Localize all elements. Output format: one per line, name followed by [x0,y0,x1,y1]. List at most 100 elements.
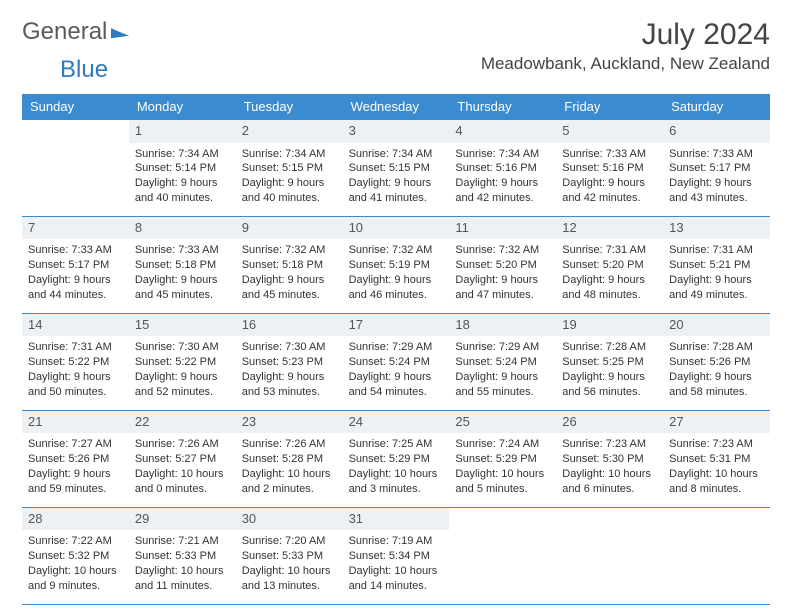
day-number: 10 [343,217,450,240]
day-cell: 10 Sunrise: 7:32 AM Sunset: 5:19 PM Dayli… [343,217,450,313]
day-cell: 15 Sunrise: 7:30 AM Sunset: 5:22 PM Dayli… [129,314,236,410]
day-details: Sunrise: 7:28 AM Sunset: 5:26 PM Dayligh… [669,340,764,399]
day-details: Sunrise: 7:31 AM Sunset: 5:21 PM Dayligh… [669,243,764,302]
dow-cell: Wednesday [343,94,450,120]
day-details: Sunrise: 7:31 AM Sunset: 5:20 PM Dayligh… [562,243,657,302]
day-cell: 12 Sunrise: 7:31 AM Sunset: 5:20 PM Dayli… [556,217,663,313]
day-details: Sunrise: 7:22 AM Sunset: 5:32 PM Dayligh… [28,534,123,593]
day-cell [449,508,556,604]
day-number: 26 [556,411,663,434]
day-details: Sunrise: 7:34 AM Sunset: 5:14 PM Dayligh… [135,147,230,206]
day-number: 13 [663,217,770,240]
day-number: 11 [449,217,556,240]
dow-cell: Monday [129,94,236,120]
day-cell: 22 Sunrise: 7:26 AM Sunset: 5:27 PM Dayli… [129,411,236,507]
day-details: Sunrise: 7:33 AM Sunset: 5:18 PM Dayligh… [135,243,230,302]
day-details: Sunrise: 7:19 AM Sunset: 5:34 PM Dayligh… [349,534,444,593]
day-details: Sunrise: 7:24 AM Sunset: 5:29 PM Dayligh… [455,437,550,496]
day-details: Sunrise: 7:30 AM Sunset: 5:22 PM Dayligh… [135,340,230,399]
day-cell: 5 Sunrise: 7:33 AM Sunset: 5:16 PM Daylig… [556,120,663,216]
dow-header-row: SundayMondayTuesdayWednesdayThursdayFrid… [22,94,770,120]
title-block: July 2024 Meadowbank, Auckland, New Zeal… [481,18,770,74]
day-cell: 4Sunrise: 7:34 AM Sunset: 5:16 PM Daylig… [449,120,556,216]
day-number: 2 [236,120,343,143]
day-details: Sunrise: 7:26 AM Sunset: 5:27 PM Dayligh… [135,437,230,496]
day-number: 22 [129,411,236,434]
day-cell: 11 Sunrise: 7:32 AM Sunset: 5:20 PM Dayli… [449,217,556,313]
day-cell: 20 Sunrise: 7:28 AM Sunset: 5:26 PM Dayli… [663,314,770,410]
day-cell: 30Sunrise: 7:20 AM Sunset: 5:33 PM Dayli… [236,508,343,604]
day-details: Sunrise: 7:23 AM Sunset: 5:31 PM Dayligh… [669,437,764,496]
day-details: Sunrise: 7:32 AM Sunset: 5:20 PM Dayligh… [455,243,550,302]
day-details: Sunrise: 7:25 AM Sunset: 5:29 PM Dayligh… [349,437,444,496]
day-cell: 23 Sunrise: 7:26 AM Sunset: 5:28 PM Dayli… [236,411,343,507]
day-number: 9 [236,217,343,240]
day-cell: 9 Sunrise: 7:32 AM Sunset: 5:18 PM Daylig… [236,217,343,313]
week-row: 21 Sunrise: 7:27 AM Sunset: 5:26 PM Dayli… [22,411,770,508]
day-number: 24 [343,411,450,434]
day-number: 15 [129,314,236,337]
day-number: 25 [449,411,556,434]
day-number: 23 [236,411,343,434]
day-number: 4 [449,120,556,143]
day-number: 19 [556,314,663,337]
day-cell [22,120,129,216]
day-cell: 21 Sunrise: 7:27 AM Sunset: 5:26 PM Dayli… [22,411,129,507]
day-cell: 13 Sunrise: 7:31 AM Sunset: 5:21 PM Dayli… [663,217,770,313]
day-number: 30 [236,508,343,531]
day-number: 20 [663,314,770,337]
day-number: 28 [22,508,129,531]
day-cell: 28 Sunrise: 7:22 AM Sunset: 5:32 PM Dayli… [22,508,129,604]
week-row: 1Sunrise: 7:34 AM Sunset: 5:14 PM Daylig… [22,120,770,217]
day-cell: 1Sunrise: 7:34 AM Sunset: 5:14 PM Daylig… [129,120,236,216]
day-cell [556,508,663,604]
day-cell: 7Sunrise: 7:33 AM Sunset: 5:17 PM Daylig… [22,217,129,313]
day-details: Sunrise: 7:34 AM Sunset: 5:15 PM Dayligh… [349,147,444,206]
day-number: 31 [343,508,450,531]
day-details: Sunrise: 7:33 AM Sunset: 5:17 PM Dayligh… [669,147,764,206]
day-number: 8 [129,217,236,240]
day-number: 29 [129,508,236,531]
day-details: Sunrise: 7:27 AM Sunset: 5:26 PM Dayligh… [28,437,123,496]
day-details: Sunrise: 7:32 AM Sunset: 5:19 PM Dayligh… [349,243,444,302]
day-details: Sunrise: 7:30 AM Sunset: 5:23 PM Dayligh… [242,340,337,399]
day-number: 17 [343,314,450,337]
dow-cell: Saturday [663,94,770,120]
day-details: Sunrise: 7:29 AM Sunset: 5:24 PM Dayligh… [349,340,444,399]
day-number: 6 [663,120,770,143]
sail-icon [111,26,129,39]
brand-logo: General [22,18,131,46]
day-number: 14 [22,314,129,337]
day-number: 16 [236,314,343,337]
day-cell: 6 Sunrise: 7:33 AM Sunset: 5:17 PM Daylig… [663,120,770,216]
day-cell: 26 Sunrise: 7:23 AM Sunset: 5:30 PM Dayli… [556,411,663,507]
brand-part2: Blue [60,56,108,83]
month-title: July 2024 [481,18,770,52]
day-number: 21 [22,411,129,434]
calendar: SundayMondayTuesdayWednesdayThursdayFrid… [22,94,770,605]
day-details: Sunrise: 7:26 AM Sunset: 5:28 PM Dayligh… [242,437,337,496]
day-details: Sunrise: 7:32 AM Sunset: 5:18 PM Dayligh… [242,243,337,302]
day-cell: 19 Sunrise: 7:28 AM Sunset: 5:25 PM Dayli… [556,314,663,410]
day-number: 18 [449,314,556,337]
day-details: Sunrise: 7:33 AM Sunset: 5:16 PM Dayligh… [562,147,657,206]
day-cell: 29 Sunrise: 7:21 AM Sunset: 5:33 PM Dayli… [129,508,236,604]
location: Meadowbank, Auckland, New Zealand [481,54,770,74]
day-number: 12 [556,217,663,240]
day-details: Sunrise: 7:28 AM Sunset: 5:25 PM Dayligh… [562,340,657,399]
day-cell: 3 Sunrise: 7:34 AM Sunset: 5:15 PM Daylig… [343,120,450,216]
day-details: Sunrise: 7:23 AM Sunset: 5:30 PM Dayligh… [562,437,657,496]
day-cell: 17 Sunrise: 7:29 AM Sunset: 5:24 PM Dayli… [343,314,450,410]
day-number: 7 [22,217,129,240]
week-row: 28 Sunrise: 7:22 AM Sunset: 5:32 PM Dayli… [22,508,770,605]
week-row: 14Sunrise: 7:31 AM Sunset: 5:22 PM Dayli… [22,314,770,411]
day-cell: 18 Sunrise: 7:29 AM Sunset: 5:24 PM Dayli… [449,314,556,410]
day-number: 5 [556,120,663,143]
day-details: Sunrise: 7:34 AM Sunset: 5:15 PM Dayligh… [242,147,337,206]
day-details: Sunrise: 7:29 AM Sunset: 5:24 PM Dayligh… [455,340,550,399]
day-number: 3 [343,120,450,143]
day-details: Sunrise: 7:21 AM Sunset: 5:33 PM Dayligh… [135,534,230,593]
week-row: 7Sunrise: 7:33 AM Sunset: 5:17 PM Daylig… [22,217,770,314]
day-cell: 14Sunrise: 7:31 AM Sunset: 5:22 PM Dayli… [22,314,129,410]
day-number: 27 [663,411,770,434]
